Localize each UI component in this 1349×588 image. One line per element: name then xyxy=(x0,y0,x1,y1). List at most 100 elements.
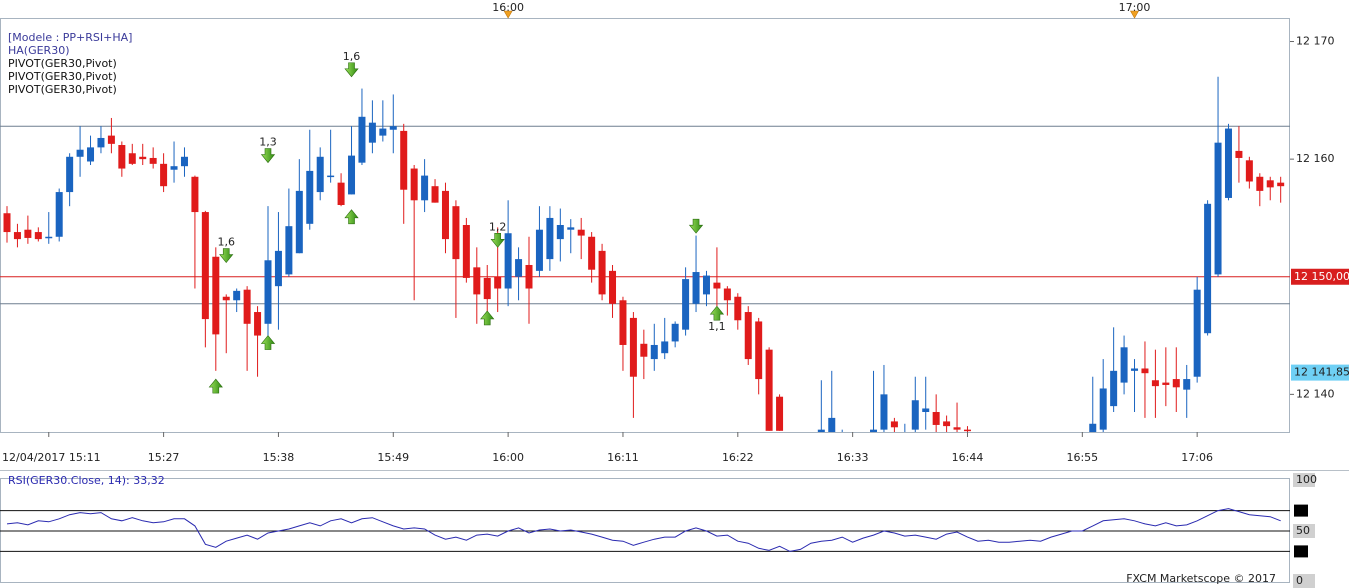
candle-body xyxy=(243,289,251,324)
x-tick-label: 16:00 xyxy=(492,451,524,464)
signal-arrow xyxy=(709,305,725,321)
time-marker-label: 16:00 xyxy=(492,1,524,14)
candle-body xyxy=(1193,289,1201,377)
candle-body xyxy=(567,227,575,230)
candle-body xyxy=(389,126,397,130)
candle-body xyxy=(431,186,439,203)
candle-body xyxy=(180,156,188,167)
legend-entry: [Modele : PP+RSI+HA] xyxy=(8,31,132,44)
candle-body xyxy=(368,122,376,143)
candle-body xyxy=(1235,150,1243,158)
candle-body xyxy=(1256,176,1264,191)
candle-body xyxy=(222,296,230,301)
candle-body xyxy=(316,156,324,193)
candle-body xyxy=(337,182,345,206)
candle-body xyxy=(922,408,930,413)
candle-body xyxy=(191,176,199,213)
x-tick-label: 16:44 xyxy=(952,451,984,464)
x-tick-label: 15:38 xyxy=(263,451,295,464)
candle-body xyxy=(797,447,804,453)
candle-body xyxy=(212,256,220,335)
y-tick-label: 100 xyxy=(1296,473,1317,486)
candle-body xyxy=(1204,203,1212,334)
candle-body xyxy=(817,429,825,432)
candle-body xyxy=(1120,347,1128,383)
candle-body xyxy=(849,441,856,447)
candle-body xyxy=(535,229,543,271)
candle-body xyxy=(327,175,335,178)
time-marker xyxy=(1130,10,1140,19)
candle-body xyxy=(421,175,429,201)
candle-body xyxy=(483,277,491,300)
candle-body xyxy=(441,190,449,240)
candle-body xyxy=(128,153,136,164)
candle-body xyxy=(619,300,627,345)
candle-body xyxy=(744,312,752,360)
x-tick-label: 17:06 xyxy=(1181,451,1213,464)
candle-body xyxy=(682,279,690,330)
candle-body xyxy=(556,225,564,240)
candle-body xyxy=(24,229,32,238)
candle-body xyxy=(97,137,105,148)
signal-arrow xyxy=(208,378,223,394)
signal-arrow xyxy=(490,232,505,248)
y-tick-label: 0 xyxy=(1296,574,1303,587)
last-price-box xyxy=(1291,364,1349,381)
rsi-title: RSI(GER30.Close, 14): 33,32 xyxy=(8,474,165,487)
candle-body xyxy=(1266,180,1274,188)
plot-area xyxy=(0,62,1290,471)
y-tick-label: 12 170 xyxy=(1296,35,1335,48)
x-tick-label: 16:55 xyxy=(1066,451,1098,464)
candle-body xyxy=(233,290,241,301)
candle-body xyxy=(985,459,992,471)
signal-arrow xyxy=(688,218,704,234)
candle-body xyxy=(546,217,554,260)
candle-body xyxy=(943,421,951,427)
candle-body xyxy=(306,170,314,224)
candle-body xyxy=(1079,441,1086,447)
candle-body xyxy=(160,163,168,187)
candle-body xyxy=(13,232,21,240)
candle-body xyxy=(358,116,366,163)
candle-body xyxy=(1141,368,1149,374)
candle-body xyxy=(473,267,481,295)
candle-body xyxy=(462,225,470,278)
candle-body xyxy=(609,270,617,304)
candle-body xyxy=(692,272,700,304)
candle-body xyxy=(1172,379,1180,388)
rsi-line xyxy=(6,508,1281,552)
candle-body xyxy=(1058,459,1065,471)
candle-body xyxy=(1214,142,1222,275)
signal-arrow xyxy=(480,310,495,326)
candle-body xyxy=(1110,370,1118,407)
y-tick-label: 12 140 xyxy=(1296,387,1335,400)
candle-body xyxy=(598,250,606,295)
candle-body xyxy=(911,400,919,430)
candle-body xyxy=(640,343,648,357)
candle-body xyxy=(525,264,533,289)
candle-body xyxy=(880,394,888,430)
candle-body xyxy=(807,441,814,447)
candle-body xyxy=(661,341,669,354)
candle-body xyxy=(1183,379,1191,390)
candle-body xyxy=(34,232,42,240)
candle-body xyxy=(828,417,836,432)
candle-body xyxy=(118,145,126,169)
legend-entry: PIVOT(GER30,Pivot) xyxy=(8,83,117,96)
candle-body xyxy=(787,447,794,453)
candle-body xyxy=(274,250,282,287)
candle-body xyxy=(890,421,898,428)
candle-body xyxy=(702,275,710,295)
candle-body xyxy=(295,190,303,254)
signal-label: 1,3 xyxy=(259,136,277,149)
candle-body xyxy=(55,192,63,237)
y-tick-box xyxy=(1293,524,1315,538)
candle-body xyxy=(139,156,147,160)
candle-body xyxy=(776,396,784,431)
candle-body xyxy=(348,155,356,195)
candle-body xyxy=(755,321,763,380)
candle-body xyxy=(379,128,387,136)
y-tick-label: 12 160 xyxy=(1296,152,1335,165)
last-price-label: 12 141,85 xyxy=(1294,366,1349,379)
candle-body xyxy=(1277,182,1285,187)
